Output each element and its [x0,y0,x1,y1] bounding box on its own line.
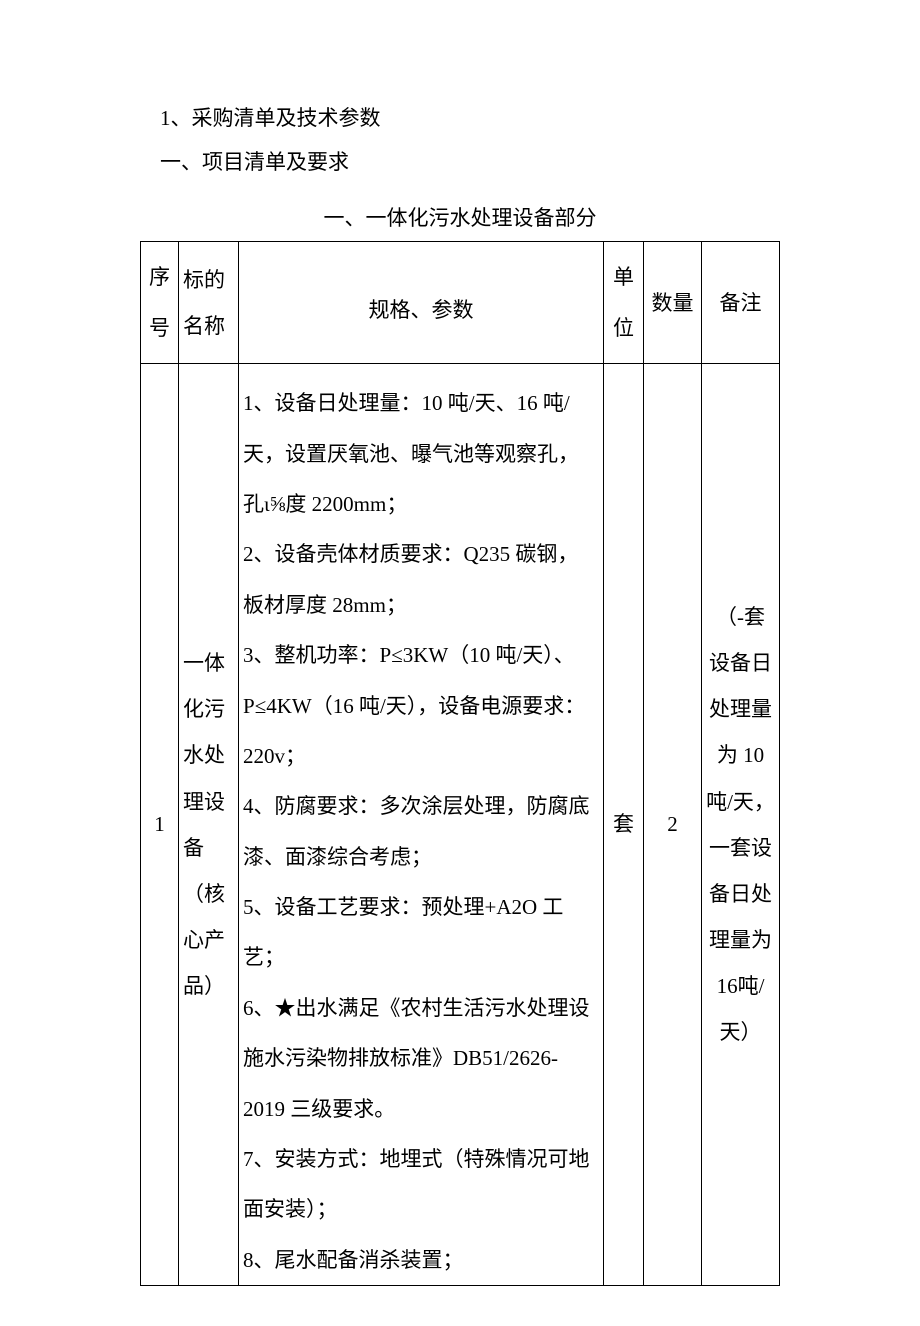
cell-qty: 2 [644,364,702,1286]
table-row: 1 一体化污水处理设备（核心产品） 1、设备日处理量：10 吨/天、16 吨/天… [141,364,780,1286]
table-header-row: 序号 标的名称 规格、参数 单位 数量 备注 [141,242,780,364]
cell-note: （-套设备日处理量为 10吨/天，一套设备日处理量为 16吨/天） [702,364,780,1286]
header-spec: 规格、参数 [239,242,604,364]
cell-spec: 1、设备日处理量：10 吨/天、16 吨/天，设置厌氧池、曝气池等观察孔，孔ι⅝… [239,364,604,1286]
header-unit: 单位 [604,242,644,364]
heading-1: 1、采购清单及技术参数 [140,100,780,138]
header-note: 备注 [702,242,780,364]
procurement-table: 序号 标的名称 规格、参数 单位 数量 备注 1 一体化污水处理设备（核心产品）… [140,241,780,1286]
heading-2: 一、项目清单及要求 [140,144,780,182]
cell-name: 一体化污水处理设备（核心产品） [179,364,239,1286]
cell-seq: 1 [141,364,179,1286]
cell-unit: 套 [604,364,644,1286]
header-qty: 数量 [644,242,702,364]
header-seq: 序号 [141,242,179,364]
table-title: 一、一体化污水处理设备部分 [140,200,780,238]
header-name: 标的名称 [179,242,239,364]
